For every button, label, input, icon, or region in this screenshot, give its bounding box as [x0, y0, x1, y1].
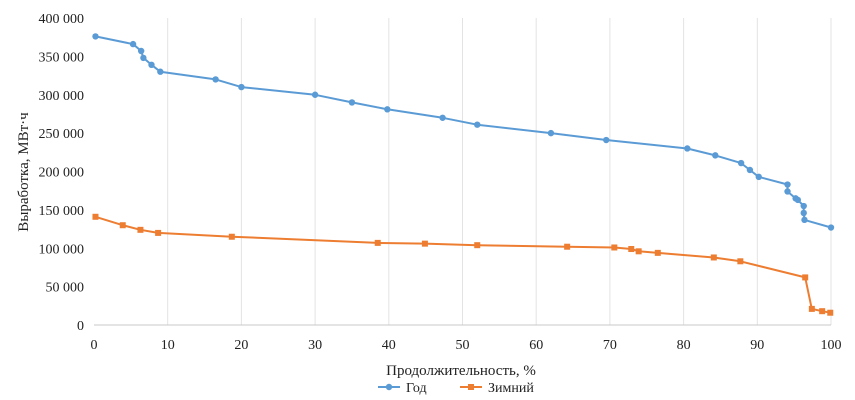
y-axis-title: Выработка, МВт·ч — [16, 112, 32, 232]
grid-lines — [167, 18, 832, 325]
y-tick-label: 400 000 — [39, 12, 85, 27]
legend-marker — [385, 383, 393, 391]
x-axis-ticks: 0 10 20 30 40 50 60 70 80 90 100 — [91, 338, 842, 353]
data-point — [92, 213, 99, 220]
data-point — [119, 222, 126, 229]
data-point — [311, 91, 319, 98]
data-point — [137, 226, 144, 233]
series-layer — [92, 33, 835, 316]
data-point — [684, 145, 691, 152]
data-point — [800, 202, 807, 210]
legend-item-1: Год — [378, 381, 427, 396]
data-point — [439, 114, 446, 121]
y-tick-label: 150 000 — [39, 204, 85, 219]
data-point — [802, 274, 809, 281]
data-point — [603, 136, 610, 144]
data-point — [784, 181, 791, 188]
data-point — [746, 166, 754, 174]
x-axis-title: Продолжительность, % — [386, 363, 536, 379]
data-point — [140, 54, 147, 62]
data-point — [628, 246, 635, 253]
y-tick-label: 300 000 — [39, 89, 85, 104]
x-tick-label: 0 — [91, 338, 98, 353]
data-point — [212, 76, 219, 83]
x-tick-label: 40 — [382, 338, 396, 353]
data-point — [827, 224, 835, 231]
series-1 — [92, 33, 835, 231]
data-point — [474, 242, 481, 249]
y-tick-label: 100 000 — [39, 242, 85, 257]
data-point — [374, 239, 381, 246]
data-point — [827, 309, 834, 316]
data-point — [155, 229, 162, 236]
data-point — [808, 305, 815, 312]
data-point — [238, 83, 245, 91]
data-point — [137, 47, 145, 55]
x-tick-label: 90 — [750, 338, 764, 353]
data-point — [547, 129, 555, 137]
data-point — [801, 216, 808, 224]
data-point — [564, 243, 571, 250]
series-line — [95, 35, 832, 229]
data-point — [384, 106, 391, 113]
series-2 — [92, 213, 834, 316]
data-point — [712, 152, 719, 159]
data-point — [474, 121, 481, 128]
data-point — [635, 248, 642, 255]
data-point — [421, 240, 428, 247]
x-tick-label: 10 — [161, 338, 175, 353]
y-axis-ticks: 0 50 000 100 000 150 000 200 000 250 000 300 0… — [39, 12, 85, 334]
x-tick-label: 80 — [677, 338, 691, 353]
x-tick-label: 30 — [308, 338, 322, 353]
data-point — [611, 244, 618, 251]
data-point — [129, 40, 137, 48]
data-point — [737, 159, 745, 167]
x-tick-label: 20 — [234, 338, 248, 353]
data-point — [819, 308, 826, 315]
data-point — [737, 258, 744, 265]
data-point — [784, 188, 791, 195]
x-tick-label: 50 — [456, 338, 470, 353]
y-tick-label: 0 — [77, 319, 84, 334]
y-tick-label: 250 000 — [39, 127, 85, 142]
data-point — [92, 33, 99, 40]
legend-item-2: Зимний — [460, 381, 534, 396]
x-tick-label: 60 — [529, 338, 543, 353]
data-point — [157, 68, 164, 75]
y-tick-label: 50 000 — [46, 281, 85, 296]
y-tick-label: 350 000 — [39, 50, 85, 65]
data-point — [148, 61, 155, 69]
data-point — [710, 254, 717, 261]
data-point — [755, 173, 762, 181]
x-tick-label: 70 — [603, 338, 617, 353]
y-tick-label: 200 000 — [39, 166, 85, 181]
legend-label: Зимний — [488, 381, 534, 396]
legend-label: Год — [406, 381, 427, 396]
data-point — [800, 209, 807, 217]
data-point — [794, 196, 802, 204]
data-point — [654, 249, 661, 256]
legend-marker — [468, 384, 474, 390]
legend: Год Зимний — [378, 381, 534, 396]
data-point — [348, 99, 356, 106]
x-tick-label: 100 — [821, 338, 842, 353]
data-point — [228, 233, 235, 240]
